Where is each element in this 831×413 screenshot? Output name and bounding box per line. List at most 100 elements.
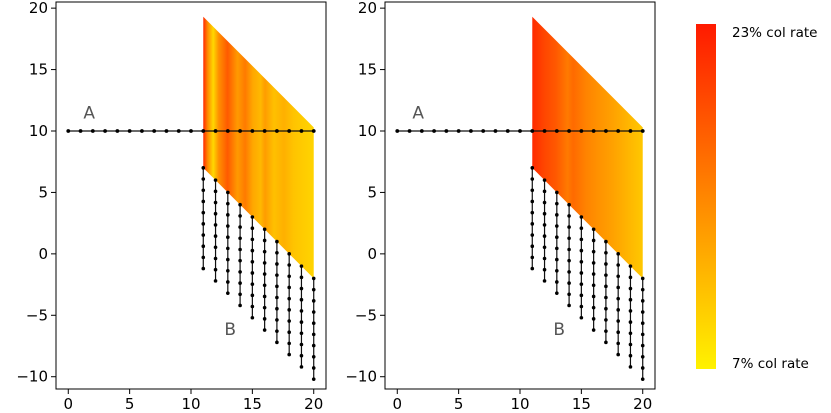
line-b-point [616, 263, 620, 267]
line-b-point [640, 276, 645, 281]
line-b-point [567, 225, 571, 229]
line-b-point [591, 317, 596, 321]
line-b-point [616, 341, 620, 346]
line-a-point [493, 129, 498, 133]
line-b-point [555, 257, 559, 262]
line-b-point [640, 377, 645, 381]
line-b-point [628, 264, 633, 268]
line-b-point [201, 266, 206, 271]
line-a-point [640, 129, 645, 133]
line-b-point [530, 255, 535, 260]
y-tick-label: −5 [355, 306, 377, 324]
y-tick-label: 10 [29, 122, 48, 140]
line-b-point [567, 236, 571, 241]
line-b-point [299, 353, 304, 358]
y-tick-label: 15 [358, 61, 377, 79]
line-b-point [250, 315, 255, 320]
y-tick-label: 0 [38, 245, 48, 263]
line-b-point [213, 189, 218, 194]
line-b-point [201, 166, 206, 170]
line-a-point [311, 129, 316, 133]
line-b-point [213, 279, 218, 283]
line-b-point [238, 292, 242, 297]
line-b-point [555, 291, 559, 295]
line-b-point [250, 226, 255, 230]
line-b-point [567, 202, 571, 207]
line-b-point [530, 244, 535, 249]
line-a-point [518, 129, 522, 133]
line-a-point [604, 129, 608, 133]
line-b-point [604, 329, 608, 333]
line-b-point [201, 255, 206, 260]
line-b-point [567, 281, 571, 285]
line-b-point [567, 303, 571, 308]
line-b-point [628, 365, 633, 369]
line-b-point [555, 280, 559, 284]
line-a-point [579, 129, 584, 133]
line-b-point [262, 317, 267, 321]
line-b-point [579, 215, 584, 219]
line-b-point [213, 211, 218, 216]
x-tick-label: 15 [243, 395, 262, 413]
line-a-point [591, 129, 596, 133]
line-a-point [275, 129, 279, 133]
line-b-point [238, 214, 242, 218]
line-b-point [299, 286, 304, 291]
line-a-point [225, 129, 230, 133]
colorbar-gradient [696, 24, 716, 369]
line-b-point [262, 294, 267, 299]
x-tick-label: 0 [392, 395, 402, 413]
line-b-point [542, 256, 547, 261]
y-tick-label: 20 [29, 0, 48, 17]
line-a-point [456, 129, 461, 133]
line-a-point [201, 129, 206, 133]
line-b-point [262, 238, 267, 243]
line-b-point [299, 331, 304, 336]
line-b-point [226, 201, 230, 206]
line-b-point [275, 329, 279, 333]
line-b-point [616, 296, 620, 301]
line-b-point [579, 271, 584, 275]
line-b-point [287, 352, 291, 357]
line-b-point [628, 286, 633, 291]
line-b-point [579, 226, 584, 230]
line-a-point [481, 129, 486, 133]
line-b-point [275, 295, 279, 300]
line-b-point [604, 306, 608, 311]
line-a-point [542, 129, 547, 133]
line-b-point [287, 296, 291, 301]
line-b-point [616, 252, 620, 256]
colorbar-top-label: 23% col rate [732, 25, 817, 41]
line-b-point [311, 332, 316, 337]
line-a-point [287, 129, 292, 133]
line-b-point [542, 200, 547, 205]
line-b-point [250, 282, 255, 286]
line-b-point [616, 308, 620, 312]
line-b-point [201, 177, 206, 181]
line-a-point [66, 129, 71, 133]
line-b-point [542, 234, 547, 238]
x-tick-label: 5 [125, 395, 135, 413]
line-b-point [299, 297, 304, 302]
line-b-point [591, 328, 596, 332]
line-b-point [201, 199, 206, 204]
line-b-point [591, 294, 596, 299]
line-b-point [287, 341, 291, 346]
line-b-point [201, 210, 206, 215]
line-a-point [238, 129, 242, 133]
line-a-point [469, 129, 473, 133]
line-b-point [542, 178, 547, 182]
line-b-point [640, 287, 645, 292]
line-b-point [250, 259, 255, 264]
line-b-point [311, 366, 316, 370]
line-b-point [287, 319, 291, 323]
x-tick-label: 20 [633, 395, 652, 413]
line-b-point [238, 303, 242, 308]
line-b-point [311, 276, 316, 281]
line-a-point [140, 129, 144, 133]
line-b-point [213, 178, 218, 182]
line-a-point [554, 129, 559, 133]
line-a-point [505, 129, 510, 133]
line-b-point [604, 262, 608, 266]
line-a-point [628, 129, 633, 133]
